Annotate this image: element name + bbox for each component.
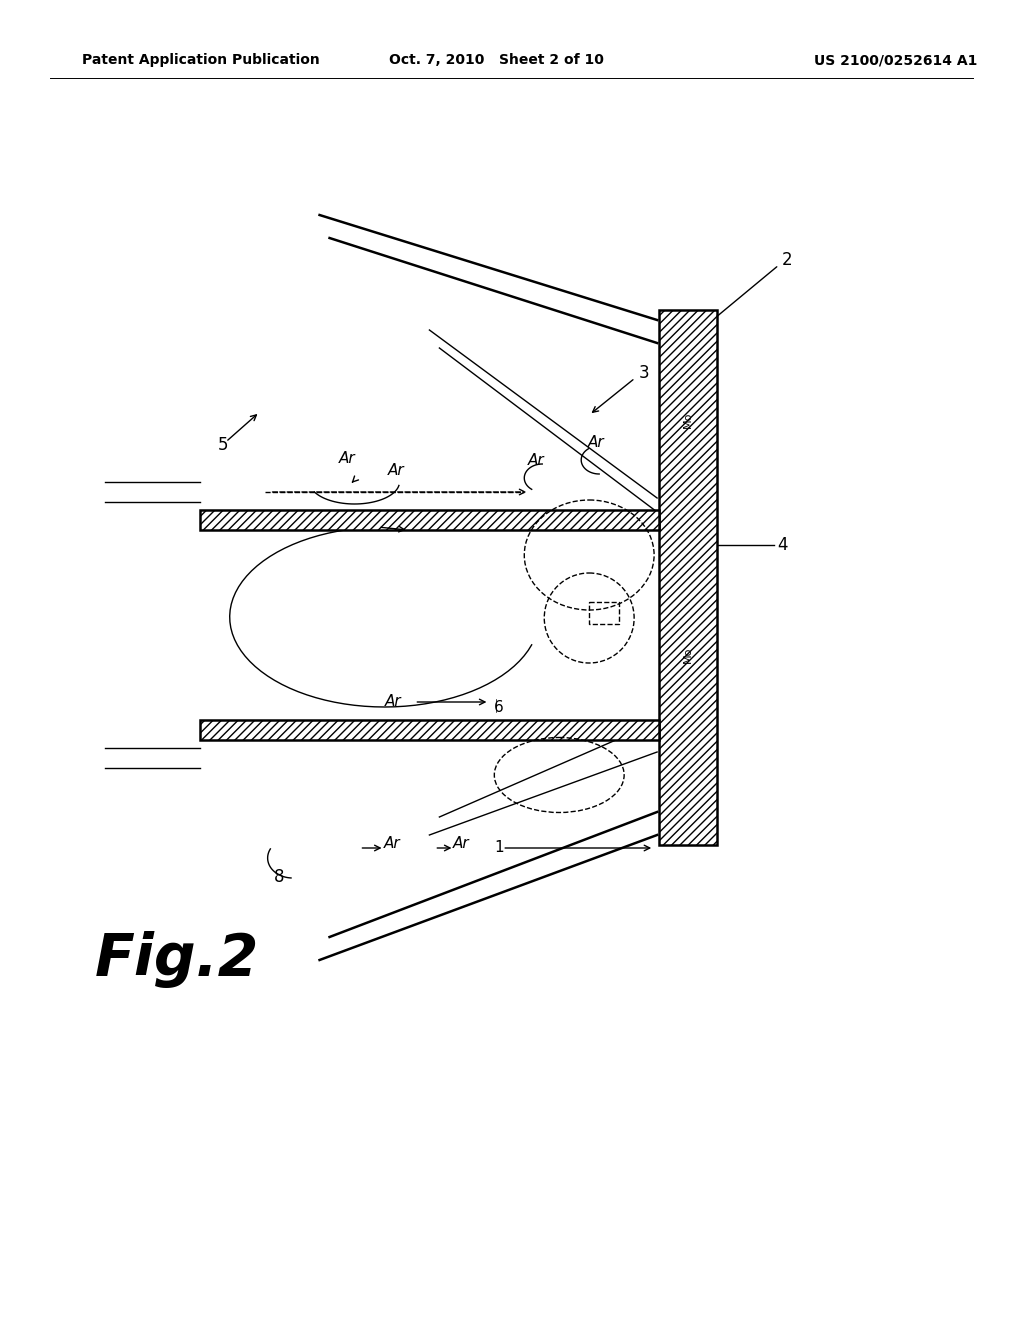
Bar [200,719,659,741]
Text: Ar: Ar [385,693,401,709]
Text: Mo: Mo [683,412,693,428]
Text: Ar: Ar [588,436,604,450]
Text: 1: 1 [495,840,504,854]
Text: 4: 4 [777,536,787,554]
Bar [200,510,659,531]
Text: 2: 2 [782,251,793,269]
Text: Fig.2: Fig.2 [95,932,259,989]
Text: Ar: Ar [339,451,355,466]
Text: Patent Application Publication: Patent Application Publication [82,53,319,67]
Text: Ar: Ar [388,463,404,478]
Text: Ar: Ar [453,836,470,851]
Text: Oct. 7, 2010   Sheet 2 of 10: Oct. 7, 2010 Sheet 2 of 10 [389,53,604,67]
Text: US 2100/0252614 A1: US 2100/0252614 A1 [814,53,977,67]
Text: 6: 6 [495,700,504,714]
Text: 5: 5 [218,436,228,454]
Text: Ar: Ar [384,836,400,851]
Bar [589,602,620,624]
Text: Ar: Ar [528,453,545,469]
Text: 8: 8 [274,869,285,886]
Text: 3: 3 [639,364,650,381]
Bar [659,310,717,845]
Text: Mo: Mo [683,647,693,663]
